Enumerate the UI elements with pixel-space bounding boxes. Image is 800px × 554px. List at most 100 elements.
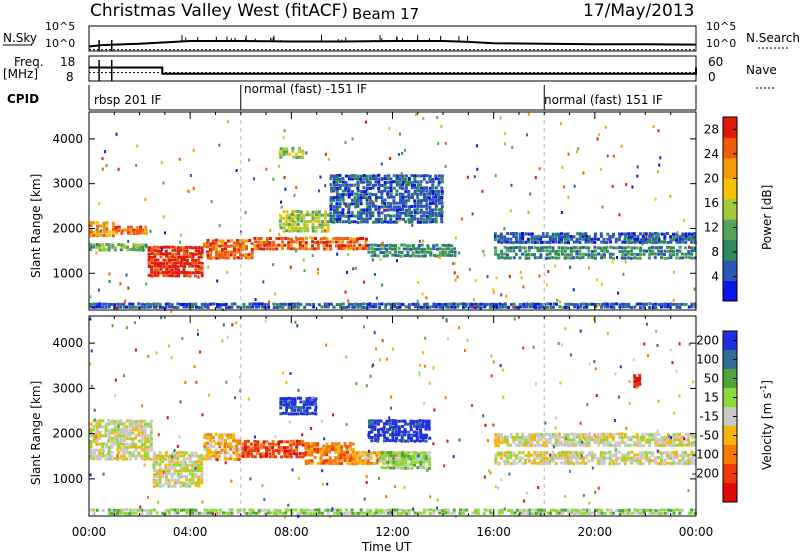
power-panel-cell [687,305,691,309]
velocity-panel-speck [222,323,225,327]
velocity-panel-cell [274,455,278,459]
power-panel-cell [599,232,603,236]
power-panel-cell [429,190,432,193]
velocity-panel-cell [675,461,679,465]
velocity-panel-cell [499,433,503,437]
power-panel-cell [389,202,393,206]
power-panel-cell [147,258,151,262]
power-panel-cell [176,261,180,265]
power-panel-cell [495,305,499,309]
velocity-panel-cell [241,449,245,452]
power-panel-cell [585,305,589,309]
power-panel-cell [389,217,393,221]
velocity-panel-speck [552,445,555,449]
velocity-panel-cell [588,512,591,515]
power-panel-cell [536,240,540,244]
velocity-panel-cell [339,456,343,459]
power-panel-cell [317,216,321,220]
power-panel-cell [127,225,131,229]
velocity-panel-cell [395,466,399,470]
power-panel-cell [563,256,567,260]
power-panel-cell [429,202,432,205]
velocity-panel-cell [89,422,93,426]
velocity-panel-cell [551,459,555,463]
power-panel-cell [95,305,99,309]
power-panel-cell [426,250,430,254]
velocity-panel-speck [282,371,285,375]
velocity-panel-cell [566,454,570,458]
velocity-panel-cell [422,460,426,464]
power-panel-cell [675,256,679,260]
velocity-panel-cell [397,425,401,429]
velocity-panel-cell [152,463,156,467]
velocity-panel-cell [203,508,207,512]
velocity-panel-cell [627,508,631,512]
velocity-panel-speck [452,455,455,459]
power-panel-speck [164,231,166,235]
power-panel-cell [582,237,586,241]
power-panel-speck [125,273,128,277]
power-panel-cell [368,302,372,306]
power-colorbar-tick-label: 4 [711,269,719,283]
power-panel-speck [144,198,147,201]
power-panel-cell [306,220,310,224]
velocity-panel-cell [191,460,195,464]
freq-tick-top: 18 [60,55,75,69]
velocity-panel-cell [236,511,240,515]
velocity-panel-cell [536,451,539,454]
power-panel-speck [636,165,639,169]
power-panel-cell [633,305,637,309]
velocity-panel-speck [375,347,378,351]
velocity-panel-cell [648,462,651,466]
power-panel-cell [266,302,270,306]
power-panel-cell [403,243,407,247]
velocity-panel-cell [349,453,353,457]
velocity-panel-cell [296,412,300,416]
power-panel-cell [185,251,189,255]
velocity-panel-cell [134,422,138,426]
velocity-panel-cell [360,454,364,458]
velocity-panel-cell [666,508,670,512]
velocity-panel-cell [343,450,347,454]
velocity-panel-cell [256,446,260,450]
power-panel-cell [413,174,417,178]
power-panel-cell [420,247,424,251]
velocity-panel-cell [392,511,396,515]
power-panel-cell [431,195,435,199]
power-panel-cell [532,253,536,256]
velocity-panel-cell [530,461,534,465]
power-panel-cell [220,253,224,257]
power-panel-cell [326,220,330,224]
velocity-panel-cell [140,428,144,432]
velocity-panel-cell [158,478,162,482]
power-panel-cell [365,214,369,217]
velocity-panel-cell [422,454,425,458]
power-panel-cell [138,231,142,235]
power-panel-cell [422,217,426,221]
power-panel-cell [287,241,291,245]
velocity-panel-cell [298,452,302,455]
power-panel-cell [508,256,512,260]
power-panel-cell [341,198,345,202]
power-panel-cell [527,240,531,244]
power-panel-cell [630,232,634,236]
power-panel-cell [289,243,293,247]
velocity-panel-cell [110,457,114,461]
velocity-panel-speck [230,479,233,483]
power-panel-cell [259,247,263,251]
power-panel-cell [277,243,281,247]
velocity-panel-cell [638,459,642,463]
power-panel-cell [549,302,553,306]
power-panel-cell [323,305,327,309]
velocity-panel-cell [284,511,288,515]
velocity-panel-cell [241,446,245,450]
velocity-panel-cell [633,453,637,457]
velocity-panel-cell [298,455,302,459]
velocity-panel-cell [415,438,419,442]
velocity-panel-cell [526,440,530,444]
power-panel-cell [444,253,448,257]
power-panel-cell [280,244,284,248]
velocity-panel-cell [508,451,512,454]
velocity-panel-cell [229,433,233,437]
velocity-panel-cell [614,450,618,454]
